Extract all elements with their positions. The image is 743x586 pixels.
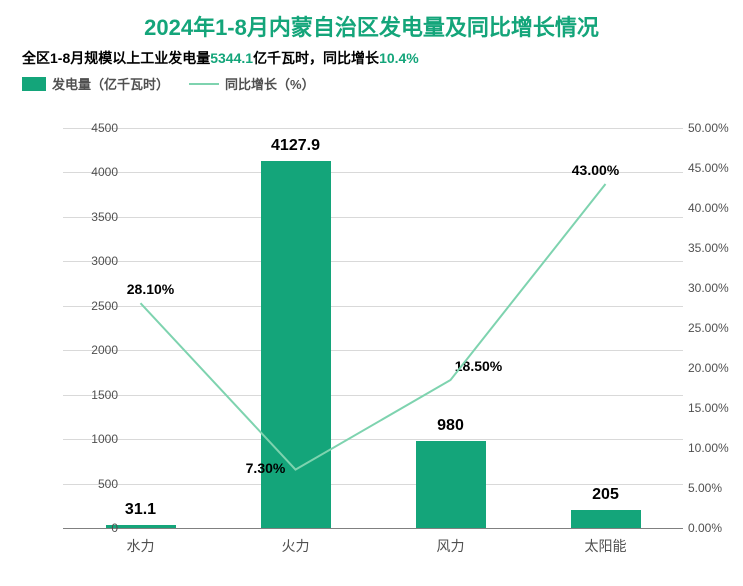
chart-container: 2024年1-8月内蒙自治区发电量及同比增长情况 全区1-8月规模以上工业发电量… <box>0 0 743 586</box>
y-right-tick: 25.00% <box>688 321 729 335</box>
line-series-layer <box>63 128 683 528</box>
y-right-tick: 45.00% <box>688 161 729 175</box>
y-left-tick: 2500 <box>91 299 118 313</box>
y-right-tick: 10.00% <box>688 441 729 455</box>
y-right-tick: 50.00% <box>688 121 729 135</box>
chart-title: 2024年1-8月内蒙自治区发电量及同比增长情况 <box>0 0 743 42</box>
y-left-tick: 4000 <box>91 165 118 179</box>
plot-area: 31.14127.998020528.10%7.30%18.50%43.00% <box>63 128 683 528</box>
chart-subtitle: 全区1-8月规模以上工业发电量5344.1亿千瓦时，同比增长10.4% <box>0 42 743 68</box>
y-left-tick: 4500 <box>91 121 118 135</box>
legend-line-label: 同比增长（%） <box>225 74 315 93</box>
gridline <box>63 528 683 529</box>
legend-bar-label: 发电量（亿千瓦时） <box>52 74 169 93</box>
legend-line-swatch <box>189 83 219 85</box>
y-right-tick: 0.00% <box>688 521 722 535</box>
y-left-tick: 500 <box>98 477 118 491</box>
y-left-tick: 1500 <box>91 388 118 402</box>
y-right-tick: 35.00% <box>688 241 729 255</box>
x-tick-label: 太阳能 <box>585 536 627 556</box>
x-tick-label: 风力 <box>437 536 465 556</box>
y-left-tick: 2000 <box>91 343 118 357</box>
y-right-tick: 30.00% <box>688 281 729 295</box>
y-left-tick: 3000 <box>91 254 118 268</box>
subtitle-mid: 亿千瓦时，同比增长 <box>253 50 379 66</box>
subtitle-prefix: 全区1-8月规模以上工业发电量 <box>22 50 210 66</box>
y-right-tick: 40.00% <box>688 201 729 215</box>
legend-bar-swatch <box>22 77 46 91</box>
y-left-tick: 3500 <box>91 210 118 224</box>
y-right-tick: 15.00% <box>688 401 729 415</box>
legend: 发电量（亿千瓦时） 同比增长（%） <box>0 68 743 93</box>
legend-item-bar: 发电量（亿千瓦时） <box>22 74 169 93</box>
subtitle-value-1: 5344.1 <box>210 50 253 66</box>
title-text: 2024年1-8月内蒙自治区发电量及同比增长情况 <box>144 15 599 40</box>
x-tick-label: 火力 <box>282 536 310 556</box>
x-tick-label: 水力 <box>127 536 155 556</box>
growth-line <box>141 184 606 470</box>
subtitle-value-2: 10.4% <box>379 50 419 66</box>
y-right-tick: 20.00% <box>688 361 729 375</box>
y-right-tick: 5.00% <box>688 481 722 495</box>
legend-item-line: 同比增长（%） <box>189 74 315 93</box>
y-left-tick: 1000 <box>91 432 118 446</box>
y-left-tick: 0 <box>111 521 118 535</box>
